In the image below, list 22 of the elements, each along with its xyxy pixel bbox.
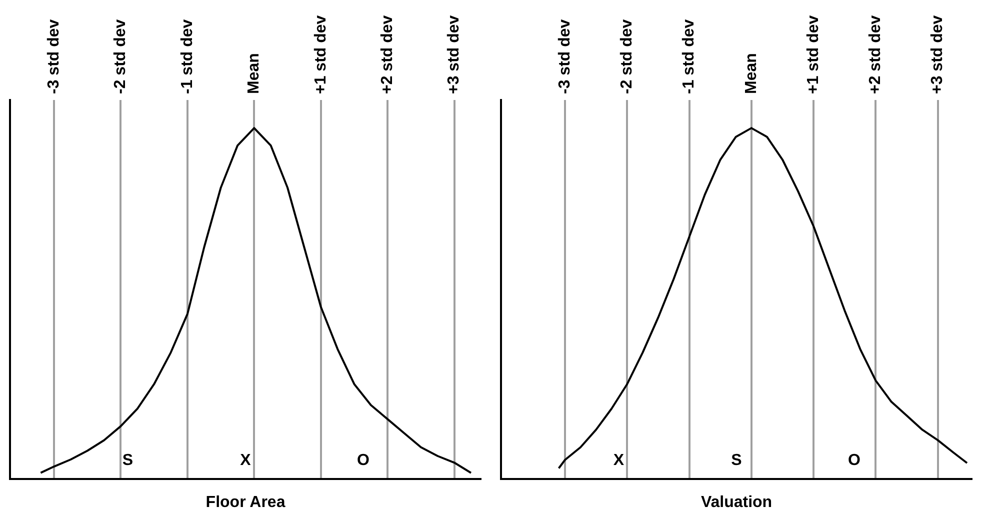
x-tick-label: +3 std dev bbox=[446, 15, 463, 94]
annotation: S bbox=[122, 452, 134, 470]
annotation: X bbox=[613, 452, 624, 470]
annotation: O bbox=[848, 452, 860, 470]
x-tick-label: -2 std dev bbox=[618, 19, 636, 94]
x-tick-label: +2 std dev bbox=[379, 15, 396, 94]
annotation: S bbox=[731, 452, 742, 470]
x-tick-label: -3 std dev bbox=[45, 19, 62, 94]
x-tick-label: +3 std dev bbox=[929, 15, 946, 94]
x-tick-label: Mean bbox=[742, 53, 760, 94]
x-tick-label: Mean bbox=[246, 53, 263, 94]
x-tick-label: -1 std dev bbox=[178, 19, 196, 94]
x-tick-label: -3 std dev bbox=[556, 19, 574, 94]
x-tick-label: +1 std dev bbox=[804, 15, 822, 94]
x-axis-title: Valuation bbox=[700, 494, 772, 511]
x-tick-label: -1 std dev bbox=[680, 19, 698, 94]
x-tick-label: +2 std dev bbox=[867, 15, 884, 94]
x-tick-label: -2 std dev bbox=[112, 19, 130, 94]
annotation: X bbox=[240, 452, 252, 470]
x-tick-label: +1 std dev bbox=[312, 15, 330, 94]
annotation: O bbox=[357, 452, 370, 470]
x-axis-title: Floor Area bbox=[206, 494, 286, 511]
